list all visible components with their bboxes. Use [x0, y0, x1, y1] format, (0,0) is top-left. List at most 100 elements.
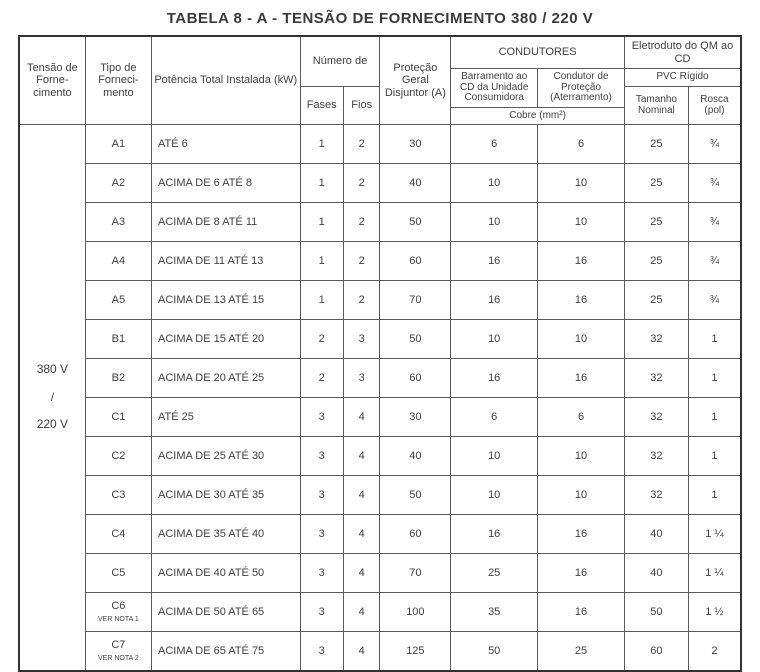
condutor-cell: 16 — [538, 554, 625, 593]
potencia-cell: ACIMA DE 8 ATÉ 11 — [152, 203, 301, 242]
rosca-cell: 1 ¼ — [688, 554, 741, 593]
potencia-cell: ACIMA DE 6 ATÉ 8 — [152, 164, 301, 203]
barramento-cell: 16 — [451, 359, 538, 398]
potencia-cell: ACIMA DE 15 ATÉ 20 — [152, 320, 301, 359]
tipo-cell: A5 — [85, 281, 151, 320]
table-row: 380 V/220 VA1ATÉ 612306625¾ — [19, 125, 741, 164]
table-row: C7VER NOTA 2ACIMA DE 65 ATÉ 753412550256… — [19, 632, 741, 672]
hdr-potencia: Potência Total Instalada (kW) — [152, 36, 301, 125]
disjuntor-cell: 125 — [380, 632, 451, 672]
rosca-cell: 1 — [688, 320, 741, 359]
barramento-cell: 50 — [451, 632, 538, 672]
tipo-cell: C2 — [85, 437, 151, 476]
table-row: C4ACIMA DE 35 ATÉ 4034601616401 ¼ — [19, 515, 741, 554]
potencia-cell: ACIMA DE 50 ATÉ 65 — [152, 593, 301, 632]
fios-cell: 2 — [343, 242, 380, 281]
fases-cell: 3 — [300, 554, 343, 593]
condutor-cell: 16 — [538, 242, 625, 281]
table-title: TABELA 8 - A - TENSÃO DE FORNECIMENTO 38… — [18, 10, 742, 27]
tamanho-cell: 32 — [624, 398, 688, 437]
fios-cell: 4 — [343, 515, 380, 554]
fios-cell: 4 — [343, 476, 380, 515]
condutor-cell: 6 — [538, 398, 625, 437]
fases-cell: 1 — [300, 125, 343, 164]
potencia-cell: ACIMA DE 35 ATÉ 40 — [152, 515, 301, 554]
potencia-cell: ACIMA DE 25 ATÉ 30 — [152, 437, 301, 476]
tamanho-cell: 25 — [624, 281, 688, 320]
rosca-cell: ¾ — [688, 281, 741, 320]
barramento-cell: 16 — [451, 281, 538, 320]
condutor-cell: 10 — [538, 437, 625, 476]
hdr-condutores: CONDUTORES — [451, 36, 625, 69]
tipo-cell: A4 — [85, 242, 151, 281]
tipo-cell: B2 — [85, 359, 151, 398]
rosca-cell: ¾ — [688, 125, 741, 164]
hdr-numero-de: Número de — [300, 36, 380, 86]
fases-cell: 3 — [300, 437, 343, 476]
condutor-cell: 16 — [538, 281, 625, 320]
potencia-cell: ACIMA DE 65 ATÉ 75 — [152, 632, 301, 672]
rosca-cell: 1 — [688, 398, 741, 437]
fios-cell: 4 — [343, 554, 380, 593]
tipo-cell: B1 — [85, 320, 151, 359]
rosca-cell: 1 ¼ — [688, 515, 741, 554]
barramento-cell: 6 — [451, 398, 538, 437]
table-row: A2ACIMA DE 6 ATÉ 81240101025¾ — [19, 164, 741, 203]
barramento-cell: 25 — [451, 554, 538, 593]
tamanho-cell: 32 — [624, 359, 688, 398]
fios-cell: 4 — [343, 632, 380, 672]
hdr-fios: Fios — [343, 86, 380, 125]
tipo-cell: C1 — [85, 398, 151, 437]
disjuntor-cell: 60 — [380, 359, 451, 398]
rosca-cell: 1 ½ — [688, 593, 741, 632]
fases-cell: 2 — [300, 320, 343, 359]
table-row: C1ATÉ 25343066321 — [19, 398, 741, 437]
disjuntor-cell: 50 — [380, 320, 451, 359]
table-row: B1ACIMA DE 15 ATÉ 2023501010321 — [19, 320, 741, 359]
barramento-cell: 10 — [451, 476, 538, 515]
disjuntor-cell: 50 — [380, 476, 451, 515]
hdr-tensao: Tensão de Forne- cimento — [19, 36, 85, 125]
condutor-cell: 10 — [538, 476, 625, 515]
tipo-cell: A2 — [85, 164, 151, 203]
hdr-rosca: Rosca (pol) — [688, 86, 741, 125]
disjuntor-cell: 30 — [380, 398, 451, 437]
table-row: A3ACIMA DE 8 ATÉ 111250101025¾ — [19, 203, 741, 242]
fases-cell: 2 — [300, 359, 343, 398]
table-row: C2ACIMA DE 25 ATÉ 3034401010321 — [19, 437, 741, 476]
potencia-cell: ATÉ 25 — [152, 398, 301, 437]
table-body: 380 V/220 VA1ATÉ 612306625¾A2ACIMA DE 6 … — [19, 125, 741, 672]
tamanho-cell: 25 — [624, 125, 688, 164]
fios-cell: 2 — [343, 164, 380, 203]
disjuntor-cell: 30 — [380, 125, 451, 164]
rosca-cell: 2 — [688, 632, 741, 672]
tamanho-cell: 50 — [624, 593, 688, 632]
tamanho-cell: 25 — [624, 164, 688, 203]
hdr-pvc: PVC Rígido — [624, 69, 741, 87]
disjuntor-cell: 100 — [380, 593, 451, 632]
disjuntor-cell: 60 — [380, 515, 451, 554]
fases-cell: 3 — [300, 632, 343, 672]
fios-cell: 3 — [343, 320, 380, 359]
fios-cell: 2 — [343, 125, 380, 164]
fases-cell: 3 — [300, 515, 343, 554]
condutor-cell: 16 — [538, 359, 625, 398]
barramento-cell: 10 — [451, 320, 538, 359]
tamanho-cell: 25 — [624, 242, 688, 281]
table-row: C3ACIMA DE 30 ATÉ 3534501010321 — [19, 476, 741, 515]
condutor-cell: 10 — [538, 320, 625, 359]
fios-cell: 4 — [343, 398, 380, 437]
fases-cell: 3 — [300, 593, 343, 632]
table-row: A5ACIMA DE 13 ATÉ 151270161625¾ — [19, 281, 741, 320]
disjuntor-cell: 70 — [380, 554, 451, 593]
fases-cell: 1 — [300, 164, 343, 203]
table-row: C5ACIMA DE 40 ATÉ 5034702516401 ¼ — [19, 554, 741, 593]
tensao-cell: 380 V/220 V — [19, 125, 85, 672]
disjuntor-cell: 40 — [380, 164, 451, 203]
fios-cell: 4 — [343, 593, 380, 632]
fases-cell: 3 — [300, 476, 343, 515]
hdr-condutor: Condutor de Proteção (Aterramento) — [538, 69, 625, 108]
disjuntor-cell: 60 — [380, 242, 451, 281]
barramento-cell: 10 — [451, 164, 538, 203]
rosca-cell: 1 — [688, 437, 741, 476]
